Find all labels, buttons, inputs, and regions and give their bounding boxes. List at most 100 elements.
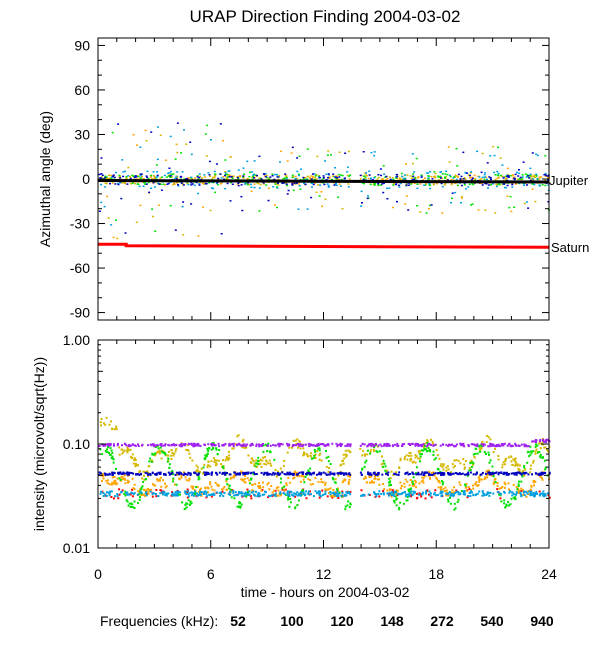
intensity-point — [261, 493, 264, 496]
intensity-point — [476, 452, 479, 455]
intensity-point — [414, 461, 417, 464]
intensity-point — [396, 445, 399, 447]
intensity-point — [227, 450, 230, 453]
intensity-point — [348, 478, 351, 481]
intensity-point — [492, 473, 495, 476]
intensity-point — [132, 472, 135, 475]
azimuth-point — [231, 177, 234, 179]
azimuth-point — [409, 183, 412, 185]
intensity-point — [426, 450, 428, 453]
intensity-point — [503, 502, 506, 505]
intensity-point — [346, 504, 349, 507]
intensity-point — [155, 489, 158, 491]
azimuth-point — [203, 174, 206, 176]
intensity-point — [375, 443, 378, 445]
intensity-point — [543, 440, 546, 443]
azimuth-point — [135, 176, 138, 178]
intensity-point — [424, 471, 427, 474]
intensity-point — [454, 492, 457, 494]
azimuth-point — [525, 201, 528, 203]
intensity-point — [267, 462, 270, 465]
intensity-point — [415, 472, 417, 475]
azimuth-point — [348, 150, 350, 153]
intensity-point — [236, 505, 239, 508]
azimuth-point — [346, 166, 349, 168]
azimuth-point — [325, 179, 328, 181]
intensity-point — [538, 490, 541, 493]
intensity-point — [297, 499, 300, 502]
intensity-point — [175, 448, 178, 451]
intensity-point — [215, 471, 217, 474]
intensity-point — [406, 480, 409, 483]
intensity-point — [478, 445, 481, 448]
intensity-point — [506, 444, 509, 447]
azimuth-point — [322, 175, 325, 177]
intensity-point — [467, 471, 470, 474]
intensity-point — [209, 481, 211, 484]
intensity-point — [399, 501, 402, 504]
intensity-point — [111, 451, 114, 454]
azimuth-point — [169, 175, 172, 177]
azimuth-point — [220, 182, 223, 184]
azimuth-point — [231, 183, 234, 185]
intensity-point — [442, 464, 445, 467]
intensity-point — [396, 489, 399, 492]
intensity-point — [188, 452, 191, 455]
azimuth-point — [163, 174, 166, 177]
azimuth-point — [389, 176, 391, 178]
azimuth-point — [287, 189, 290, 192]
azimuth-point — [364, 176, 367, 178]
intensity-point — [462, 491, 465, 494]
intensity-point — [163, 491, 166, 494]
intensity-point — [415, 481, 417, 484]
intensity-point — [249, 460, 252, 463]
intensity-point — [144, 489, 147, 492]
intensity-point — [370, 445, 373, 448]
intensity-point — [268, 473, 271, 476]
intensity-point — [372, 443, 375, 446]
intensity-point — [514, 496, 517, 499]
azimuth-point — [240, 184, 243, 186]
intensity-point — [464, 484, 467, 487]
azimuth-point — [224, 174, 226, 177]
intensity-point — [544, 466, 547, 469]
azimuth-point — [199, 181, 202, 184]
intensity-point — [466, 474, 469, 477]
intensity-point — [406, 499, 409, 502]
intensity-point — [376, 478, 379, 481]
azimuth-point — [469, 174, 471, 177]
intensity-point — [254, 473, 257, 476]
intensity-point — [102, 495, 105, 497]
intensity-point — [127, 471, 130, 474]
intensity-point — [204, 454, 207, 457]
intensity-point — [453, 508, 456, 511]
intensity-point — [408, 492, 411, 494]
intensity-point — [525, 490, 528, 493]
intensity-point — [275, 475, 278, 478]
intensity-point — [413, 483, 416, 486]
azimuth-point — [107, 217, 110, 219]
intensity-point — [442, 473, 445, 476]
azimuth-point — [239, 175, 242, 178]
azimuth-point — [197, 235, 200, 237]
azimuth-point — [256, 182, 258, 184]
intensity-point — [126, 473, 129, 476]
intensity-point — [258, 463, 261, 466]
intensity-point — [174, 473, 177, 476]
intensity-point — [162, 444, 165, 447]
intensity-point — [408, 494, 410, 497]
intensity-point — [398, 508, 401, 511]
intensity-point — [507, 473, 510, 475]
intensity-point — [406, 496, 409, 498]
intensity-point — [467, 445, 470, 447]
azimuth-point — [505, 178, 508, 180]
azimuth-point — [322, 182, 325, 184]
azimuth-point — [487, 187, 489, 189]
azimuth-point — [523, 202, 526, 205]
intensity-point — [385, 445, 388, 448]
intensity-point — [245, 471, 248, 474]
azimuth-point — [187, 183, 190, 186]
intensity-point — [260, 471, 263, 474]
intensity-point — [287, 473, 290, 476]
